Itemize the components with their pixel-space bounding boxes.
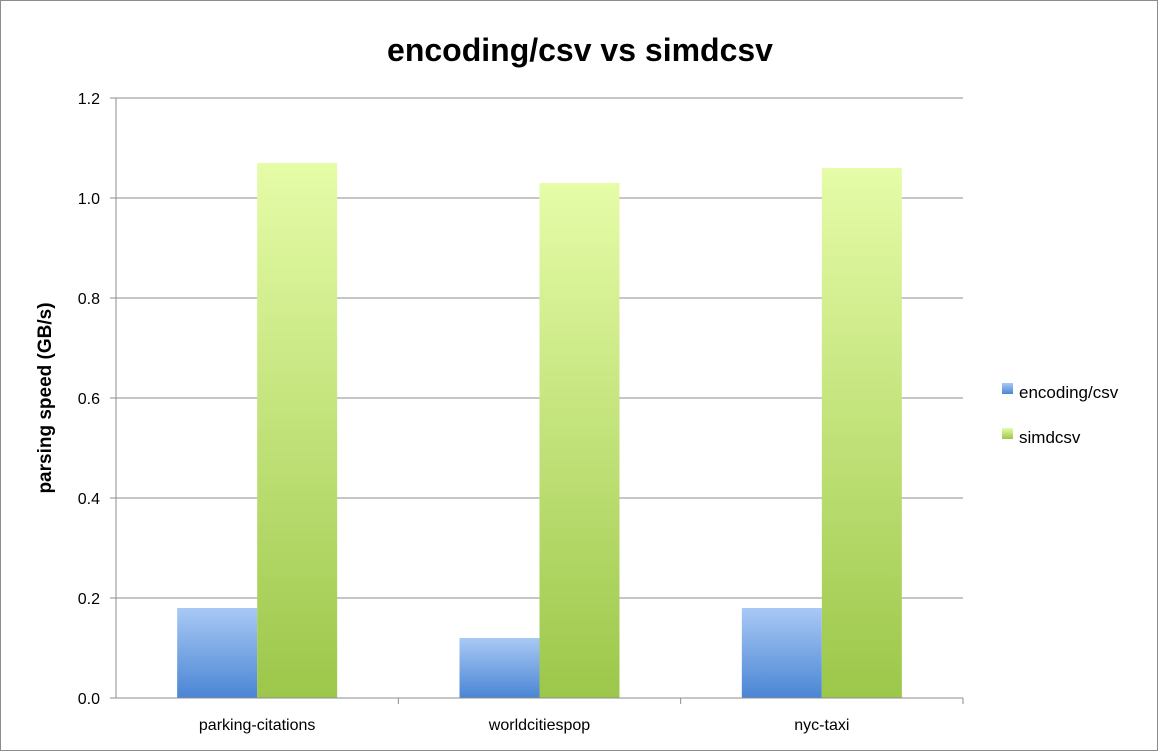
bar-simdcsv-worldcitiespop <box>539 183 620 698</box>
y-tick-label: 1.2 <box>78 91 100 108</box>
y-tick-label: 0.4 <box>78 491 100 508</box>
tick-labels: 0.0 0.2 0.4 0.6 0.8 1.0 1.2 parking-citations wo… <box>78 91 850 734</box>
y-tick-label: 1.0 <box>78 191 100 208</box>
legend-swatch-simdcsv <box>1002 428 1013 439</box>
chart-title: encoding/csv vs simdcsv <box>387 32 773 68</box>
legend-label-simdcsv: simdcsv <box>1019 428 1081 447</box>
y-axis-label: parsing speed (GB/s) <box>35 302 56 493</box>
bar-simdcsv-nyc-taxi <box>821 168 902 698</box>
bar-encoding-csv-parking-citations <box>177 608 258 698</box>
y-tick-label: 0.2 <box>78 591 100 608</box>
x-tick-label-nyc-taxi: nyc-taxi <box>794 717 849 734</box>
bar-simdcsv-parking-citations <box>257 163 338 698</box>
y-tick-label: 0.0 <box>78 691 100 708</box>
x-tick-label-worldcitiespop: worldcitiespop <box>488 717 590 734</box>
y-tick-label: 0.8 <box>78 291 100 308</box>
legend-label-encoding-csv: encoding/csv <box>1019 383 1119 402</box>
bar-encoding-csv-nyc-taxi <box>741 608 822 698</box>
y-tick-label: 0.6 <box>78 391 100 408</box>
bar-encoding-csv-worldcitiespop <box>459 638 540 698</box>
bars <box>177 163 902 698</box>
legend-swatch-encoding-csv <box>1002 383 1013 394</box>
legend: encoding/csv simdcsv <box>1002 383 1119 447</box>
axes <box>110 97 964 704</box>
x-tick-label-parking-citations: parking-citations <box>199 717 316 734</box>
